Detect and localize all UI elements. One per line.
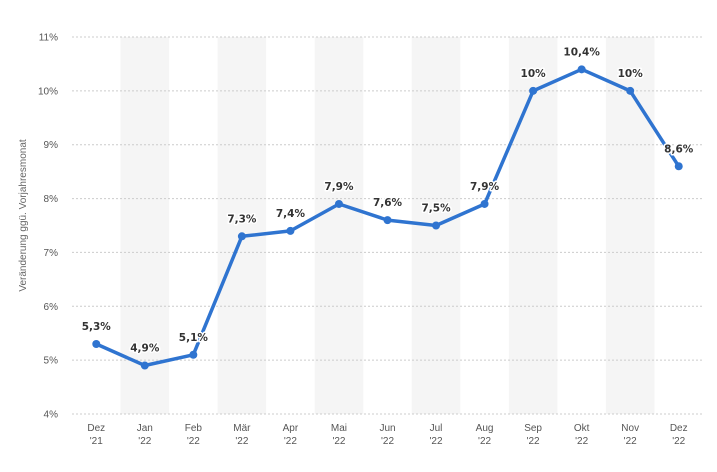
x-tick-label-year: '22	[527, 436, 540, 447]
y-axis-ticks: 4% 5% 6% 7% 8% 9% 10% 11%	[38, 33, 58, 421]
x-tick-label-year: '22	[624, 436, 637, 447]
y-tick-label: 8%	[44, 194, 59, 205]
data-label: 7,9%	[470, 181, 500, 193]
x-tick-label-month: Apr	[283, 423, 299, 434]
x-tick-label-year: '21	[90, 436, 103, 447]
x-axis-ticks: Dez '21 Jan '22 Feb '22 Mär '22 Apr '22 Mai '22 Jun '…	[87, 423, 687, 447]
data-point[interactable]	[480, 199, 489, 208]
x-tick-label-year: '22	[235, 436, 248, 447]
data-point[interactable]	[626, 86, 635, 95]
x-tick-label-month: Aug	[476, 423, 494, 434]
data-label: 10%	[521, 68, 547, 80]
x-tick-label-year: '22	[138, 436, 151, 447]
y-tick-label: 4%	[44, 410, 59, 421]
data-point[interactable]	[189, 350, 198, 359]
x-tick-label-month: Nov	[621, 423, 639, 434]
x-tick-label-year: '22	[478, 436, 491, 447]
x-tick-label-month: Sep	[524, 423, 542, 434]
x-tick-label-year: '22	[430, 436, 443, 447]
x-tick-label-month: Feb	[185, 423, 203, 434]
data-label: 7,3%	[227, 213, 257, 225]
data-point[interactable]	[383, 216, 392, 225]
y-axis-title: Veränderung ggü. Vorjahresmonat	[18, 139, 29, 292]
x-tick-label-year: '22	[284, 436, 297, 447]
data-point[interactable]	[432, 221, 441, 230]
x-tick-label-year: '22	[381, 436, 394, 447]
data-point[interactable]	[286, 226, 295, 235]
data-label: 5,1%	[179, 332, 209, 344]
x-tick-label-month: Mär	[233, 423, 251, 434]
series-line-group	[92, 65, 683, 370]
data-label: 10%	[618, 68, 644, 80]
x-tick-label-month: Mai	[331, 423, 347, 434]
column-band	[217, 37, 267, 414]
data-label: 7,6%	[373, 197, 403, 209]
x-tick-label-month: Dez	[87, 423, 105, 434]
x-tick-label-month: Okt	[574, 423, 590, 434]
column-band	[605, 37, 655, 414]
data-point[interactable]	[577, 65, 586, 74]
x-tick-label-month: Jun	[379, 423, 395, 434]
data-point[interactable]	[140, 361, 149, 370]
data-label: 8,6%	[664, 143, 694, 155]
column-band	[314, 37, 364, 414]
column-bands	[120, 37, 655, 414]
x-tick-label-year: '22	[575, 436, 588, 447]
y-tick-label: 7%	[44, 248, 59, 259]
data-point[interactable]	[334, 199, 343, 208]
data-label: 7,9%	[324, 181, 354, 193]
data-label: 5,3%	[82, 321, 112, 333]
data-point[interactable]	[674, 162, 683, 171]
x-tick-label-month: Jan	[137, 423, 153, 434]
data-point[interactable]	[237, 232, 246, 241]
x-tick-label-month: Jul	[430, 423, 443, 434]
y-tick-label: 11%	[39, 33, 58, 44]
data-labels: 5,3% 4,9% 5,1% 7,3% 7,4% 7,9% 7,6% 7,5% 7,9% 10% 1…	[80, 45, 695, 356]
y-tick-label: 9%	[44, 140, 59, 151]
x-tick-label-year: '22	[332, 436, 345, 447]
column-band	[120, 37, 170, 414]
column-band	[508, 37, 558, 414]
data-label: 7,5%	[421, 203, 451, 215]
x-tick-label-year: '22	[672, 436, 685, 447]
data-point[interactable]	[92, 339, 101, 348]
y-tick-label: 5%	[44, 356, 59, 367]
data-label: 4,9%	[130, 343, 160, 355]
x-tick-label-year: '22	[187, 436, 200, 447]
x-tick-label-month: Dez	[670, 423, 688, 434]
y-tick-label: 10%	[38, 86, 58, 97]
data-point[interactable]	[529, 86, 538, 95]
data-label: 10,4%	[563, 46, 600, 58]
y-tick-label: 6%	[44, 302, 59, 313]
data-label: 7,4%	[276, 208, 306, 220]
